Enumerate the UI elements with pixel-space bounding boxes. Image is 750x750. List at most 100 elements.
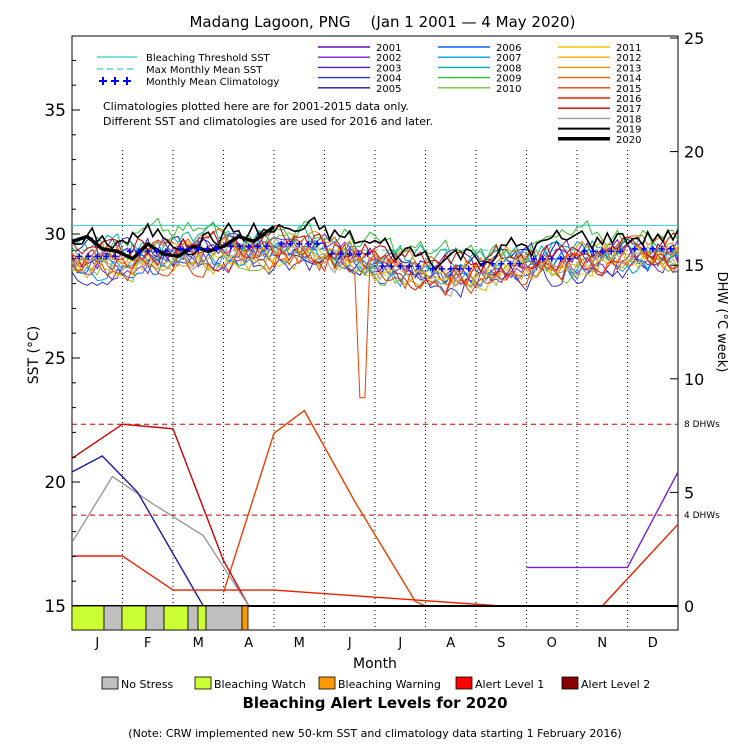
climatology-marker	[465, 265, 472, 272]
climatology-marker	[388, 263, 395, 270]
climatology-marker	[305, 240, 312, 247]
climatology-points	[76, 240, 674, 272]
year-legend-label: 2013	[616, 63, 641, 74]
climatology-marker	[314, 240, 321, 247]
climatology-marker	[516, 260, 523, 267]
climatology-marker	[346, 250, 353, 257]
year-legend-label: 2007	[496, 53, 521, 64]
alert-segment-no_stress	[103, 605, 123, 631]
year-legend-label: 2015	[616, 84, 641, 95]
sst-line-2020	[71, 225, 276, 261]
alert-legend-swatch	[101, 676, 119, 690]
legend-plus-marker	[111, 77, 119, 85]
dhw-line-2002	[526, 471, 679, 569]
climatology-marker	[507, 260, 514, 267]
sst-line-2019	[71, 216, 679, 272]
month-tick-label: D	[648, 636, 658, 651]
alert-segment-watch	[197, 605, 207, 631]
sst-line-2018	[71, 236, 679, 298]
climatology-marker	[617, 248, 624, 255]
alert-legend-label: Bleaching Warning	[338, 678, 441, 691]
climatology-marker	[245, 243, 252, 250]
climatology-marker	[263, 243, 270, 250]
climatology-marker	[438, 265, 445, 272]
climatology-marker	[278, 240, 285, 247]
alert-legend-swatch	[455, 676, 473, 690]
month-tick-label: F	[144, 636, 151, 651]
year-legend-label: 2010	[496, 84, 521, 95]
month-tick-label: M	[193, 636, 204, 651]
y-axis-label: SST (°C)	[26, 326, 42, 384]
alert-legend-swatch	[318, 676, 336, 690]
climatology-marker	[213, 245, 220, 252]
climatology-marker	[355, 250, 362, 257]
climatology-marker	[85, 253, 92, 260]
climatology-marker	[94, 253, 101, 260]
climatology-marker	[581, 248, 588, 255]
alert-segment-no_stress	[145, 605, 165, 631]
alert-legend: No Stress Bleaching Watch Bleaching Warnin…	[101, 676, 650, 691]
sst-series	[71, 216, 679, 399]
y-tick-label: 30	[44, 225, 66, 245]
y2-tick-label: 15	[684, 256, 704, 275]
climatology-marker	[227, 243, 234, 250]
alert-level-bar	[71, 605, 249, 631]
sst-line-2015	[71, 245, 679, 399]
alert-legend-label: Bleaching Watch	[214, 678, 306, 691]
month-tick-label: J	[94, 636, 99, 651]
climatology-marker	[539, 255, 546, 262]
year-legend-label: 2020	[616, 135, 641, 146]
year-legend-label: 2006	[496, 43, 521, 54]
climatology-marker	[599, 248, 606, 255]
month-tick-label: A	[244, 636, 253, 651]
climatology-marker	[530, 255, 537, 262]
dhw-ref-label: 8 DHWs	[684, 420, 720, 430]
climatology-marker	[103, 253, 110, 260]
alert-title: Bleaching Alert Levels for 2020	[242, 694, 507, 712]
sst-line-2010	[71, 232, 679, 289]
climatology-marker	[608, 248, 615, 255]
year-legend-label: 2005	[376, 84, 401, 95]
dhw-ref-label: 4 DHWs	[684, 511, 720, 521]
sst-line-2007	[71, 238, 679, 288]
climatology-marker	[498, 260, 505, 267]
month-tick-label: J	[347, 636, 352, 651]
climatology-marker	[236, 243, 243, 250]
climatology-marker	[557, 255, 564, 262]
climatology-marker	[296, 240, 303, 247]
climatology-marker	[429, 265, 436, 272]
sst-line-2013	[71, 230, 679, 286]
climatology-marker	[480, 260, 487, 267]
month-tick-label: J	[397, 636, 402, 651]
year-legend-label: 2002	[376, 53, 401, 64]
climatology-marker	[287, 240, 294, 247]
climatology-marker	[76, 253, 83, 260]
legend-plus-marker	[99, 77, 107, 85]
climatology-marker	[447, 265, 454, 272]
climatology-marker	[489, 260, 496, 267]
climatology-marker	[649, 245, 656, 252]
climatology-marker	[590, 248, 597, 255]
climatology-marker	[456, 265, 463, 272]
alert-legend-swatch	[561, 676, 579, 690]
y2-tick-label: 0	[684, 597, 694, 616]
year-legend-label: 2004	[376, 74, 401, 85]
footnote: (Note: CRW implemented new 50-km SST and…	[128, 727, 621, 740]
climatology-marker	[640, 245, 647, 252]
climatology-marker	[177, 245, 184, 252]
alert-segment-no_stress	[205, 605, 243, 631]
climatology-marker	[658, 245, 665, 252]
alert-legend-swatch	[194, 676, 212, 690]
y2-tick-label: 20	[684, 143, 704, 162]
y2-tick-label: 10	[684, 370, 704, 389]
month-tick-label: A	[446, 636, 455, 651]
y2-axis-label: DHW (°C week)	[714, 272, 729, 373]
year-legend-label: 2001	[376, 43, 401, 54]
month-tick-label: O	[547, 636, 557, 651]
climatology-marker	[406, 263, 413, 270]
climatology-marker	[548, 255, 555, 262]
legend-line-label: Max Monthly Mean SST	[146, 65, 263, 76]
chart-title: Madang Lagoon, PNG	[189, 13, 350, 31]
